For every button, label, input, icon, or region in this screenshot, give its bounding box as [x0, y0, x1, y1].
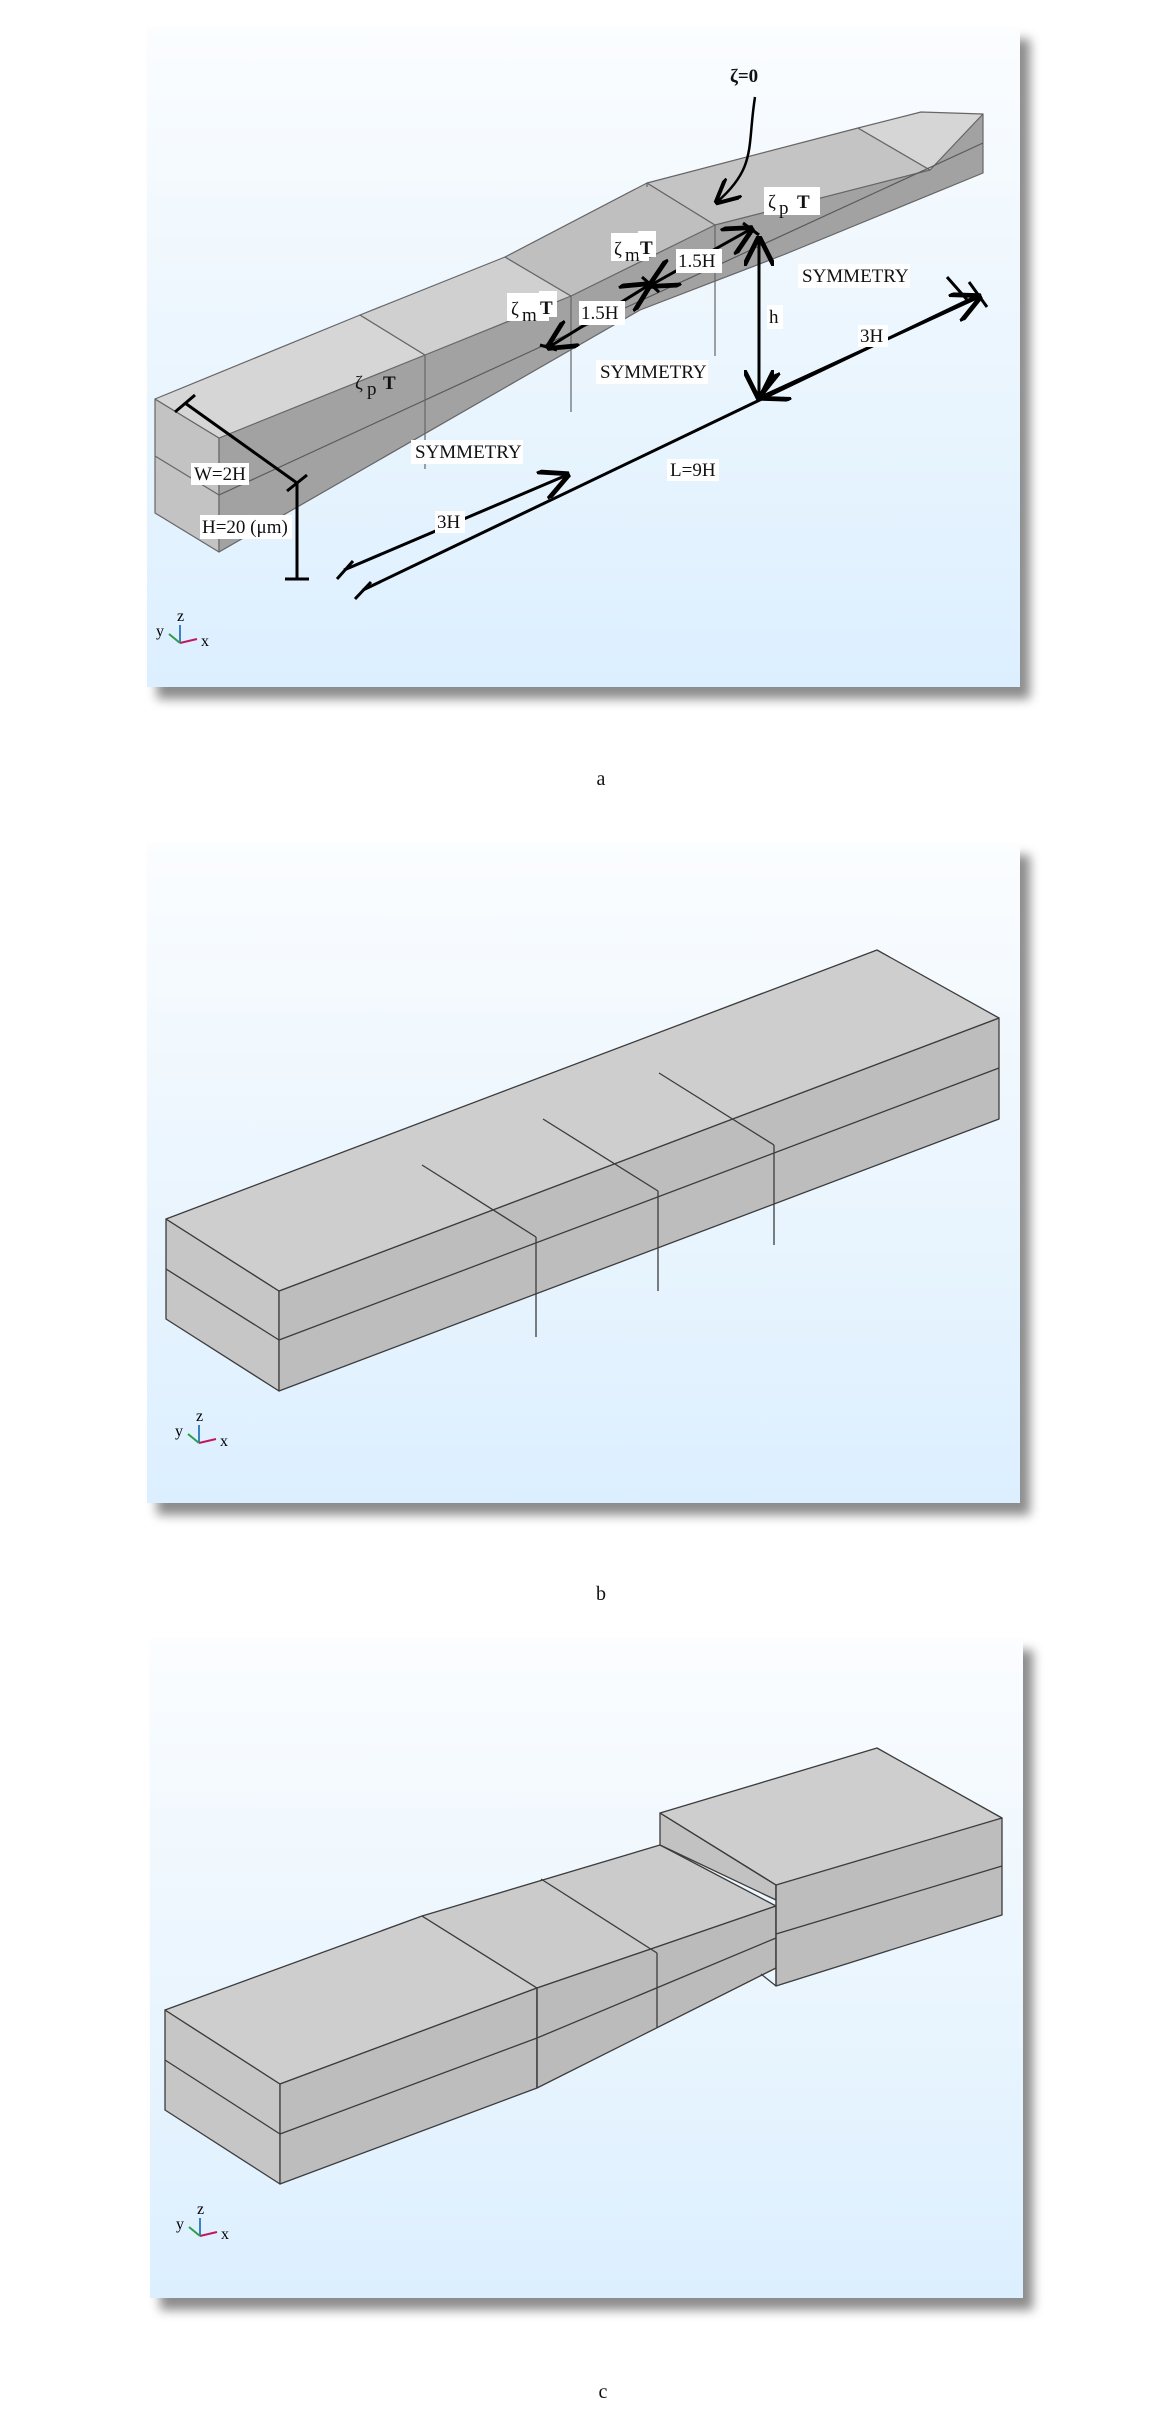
triad-z-label: z: [196, 1408, 203, 1425]
t-right-label: T: [797, 192, 810, 213]
geometry-panel-a: ζ=0 ζ p T ζ m T ζ m T ζ p T SYMMETRY SYM…: [147, 27, 1020, 687]
caption-a: a: [596, 768, 606, 790]
channel-solid-c: [164, 1747, 1003, 2185]
zeta0-arrow: [717, 96, 757, 202]
symmetry-right-label: SYMMETRY: [802, 266, 909, 287]
geometry-a-canvas: ζ=0 ζ p T ζ m T ζ m T ζ p T SYMMETRY SYM…: [154, 66, 989, 650]
axis-triad-a: z x y: [156, 608, 209, 650]
triad-x-label: x: [201, 633, 209, 650]
triad-z-label: z: [197, 2201, 204, 2218]
dimension-ticks-a: [174, 221, 989, 601]
dim-l-label: L=9H: [670, 460, 716, 481]
zeta-m-1-label: ζ: [511, 299, 519, 320]
axis-triad-b: z x y: [175, 1408, 228, 1450]
labels-a: ζ=0 ζ p T ζ m T ζ m T ζ p T SYMMETRY SYM…: [191, 66, 910, 539]
t-m1-label: T: [540, 298, 553, 319]
triad-y-label: y: [175, 1423, 183, 1440]
caption-c: c: [598, 2381, 608, 2403]
t-m2-label: T: [640, 238, 653, 259]
geometry-c-canvas: z x y: [164, 1747, 1003, 2243]
zeta-m-1-sub: m: [522, 305, 537, 326]
axis-triad-c: z x y: [176, 2201, 229, 2243]
channel-solid-b: [165, 949, 1000, 1392]
dim-w-line: [184, 401, 298, 485]
geometry-b-canvas: z x y: [165, 949, 1000, 1450]
dim-w-label: W=2H: [194, 464, 246, 485]
zeta0-label: ζ=0: [730, 66, 758, 87]
triad-x-label: x: [220, 1433, 228, 1450]
dim-3h-left-label: 3H: [437, 512, 461, 533]
zeta-m-2-sub: m: [625, 245, 640, 266]
dim-1-5h-b-label: 1.5H: [678, 251, 716, 272]
triad-y-label: y: [156, 623, 164, 640]
t-left-label: T: [383, 373, 396, 394]
zeta-p-right-label: ζ: [768, 192, 776, 213]
triad-y-label: y: [176, 2216, 184, 2233]
dim-3h-right-label: 3H: [860, 326, 884, 347]
triad-x-label: x: [221, 2226, 229, 2243]
dim-1-5h-a-label: 1.5H: [581, 303, 619, 324]
zeta-p-left-label: ζ: [355, 373, 363, 394]
caption-b: b: [596, 1583, 606, 1605]
triad-z-label: z: [177, 608, 184, 625]
geometry-panel-c: z x y: [150, 1638, 1023, 2298]
geometry-panel-b: z x y: [147, 843, 1020, 1503]
symmetry-mid-label: SYMMETRY: [600, 362, 707, 383]
zeta-m-2-label: ζ: [614, 239, 622, 260]
zeta-p-right-sub: p: [779, 198, 789, 219]
dim-h-label: h: [769, 307, 779, 328]
dim-height-label: H=20 (μm): [202, 517, 288, 538]
symmetry-left-label: SYMMETRY: [415, 442, 522, 463]
channel-solid-a: [154, 111, 984, 553]
zeta-p-left-sub: p: [367, 379, 377, 400]
